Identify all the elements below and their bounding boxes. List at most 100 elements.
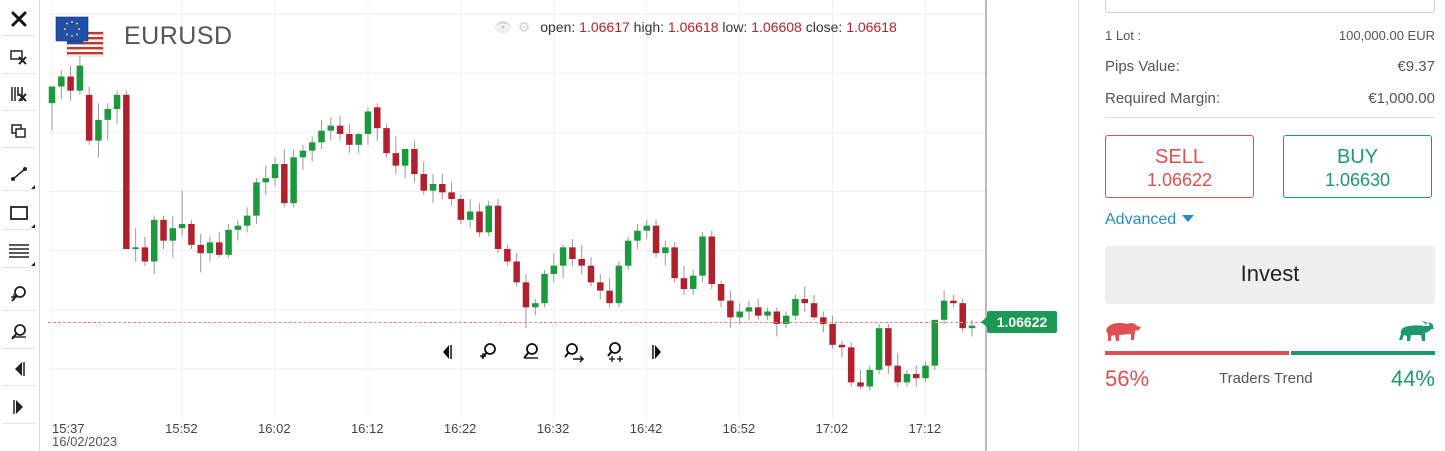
candle-body: [801, 299, 808, 304]
pan-left-icon[interactable]: [435, 340, 459, 364]
candle-body: [448, 192, 455, 199]
candle-body: [150, 219, 158, 262]
candle-body: [141, 247, 149, 262]
candle-body: [727, 300, 734, 318]
sell-trend-fill: [1105, 351, 1289, 355]
zoom-reset-icon[interactable]: [561, 340, 585, 364]
candle-body: [894, 365, 901, 383]
candle-body: [429, 184, 437, 191]
sell-button[interactable]: SELL 1.06622: [1105, 135, 1254, 198]
invest-button[interactable]: Invest: [1105, 246, 1435, 304]
delete-drawing-icon[interactable]: [2, 40, 36, 74]
horizontal-lines-tool-icon[interactable]: [2, 234, 36, 268]
candle-body: [58, 76, 65, 87]
ohlc-low-value: 1.06608: [751, 19, 802, 35]
candle-body: [243, 215, 251, 226]
x-tick-label: 16:42: [630, 421, 663, 436]
candle-body: [940, 300, 948, 320]
candle-body: [104, 109, 112, 120]
drawing-toolbar: [0, 0, 40, 451]
candle-body: [541, 274, 548, 304]
zoom-in-icon[interactable]: [2, 277, 36, 311]
buy-button[interactable]: BUY 1.06630: [1283, 135, 1432, 198]
pips-value-row: Pips Value: €9.37: [1105, 58, 1435, 75]
zoom-fit-icon[interactable]: [603, 340, 627, 364]
candle-body: [160, 219, 167, 241]
candle-body: [132, 247, 139, 249]
buy-label: BUY: [1336, 146, 1379, 168]
chart-zoom-out-icon[interactable]: [519, 340, 543, 364]
candle-body: [308, 142, 316, 151]
candle-body: [318, 130, 325, 143]
candle-body: [847, 347, 855, 383]
candle-body: [206, 242, 214, 254]
candle-body: [299, 150, 307, 158]
candle-body: [188, 224, 195, 245]
required-margin-row: Required Margin: €1,000.00: [1105, 90, 1435, 107]
candle-body: [829, 324, 836, 345]
candle-body: [262, 178, 269, 183]
candle-body: [792, 299, 799, 316]
copy-drawing-icon[interactable]: [2, 114, 36, 148]
ohlc-low-label: low:: [722, 19, 748, 35]
traders-trend-label: Traders Trend: [1219, 370, 1313, 387]
candle-body: [383, 128, 390, 154]
margin-value: €1,000.00: [1368, 90, 1435, 107]
candle-body: [838, 344, 846, 348]
x-tick-label: 16:12: [351, 421, 384, 436]
candle-body: [587, 265, 595, 283]
buy-price: 1.06630: [1324, 170, 1391, 190]
trading-panel: 1 Lot : 100,000.00 EUR Pips Value: €9.37…: [1078, 0, 1445, 451]
advanced-toggle[interactable]: Advanced: [1105, 211, 1195, 229]
sell-trend-percent: 56%: [1105, 366, 1150, 391]
candle-body: [225, 229, 232, 255]
candle-body: [420, 174, 427, 191]
candle-body: [67, 76, 74, 91]
zoom-out-icon[interactable]: [2, 315, 36, 349]
candle-body: [764, 311, 771, 316]
chart-zoom-in-icon[interactable]: [477, 340, 501, 364]
candle-body: [866, 369, 874, 387]
eye-icon[interactable]: 👁: [494, 19, 512, 35]
current-price-badge: 1.06622: [981, 311, 1057, 334]
candlestick-chart[interactable]: 1.069921.069211.068501.067791.067081.066…: [40, 0, 988, 451]
candle-body: [662, 247, 669, 254]
delete-all-drawings-icon[interactable]: [2, 77, 36, 111]
candle-body: [513, 261, 520, 283]
ohlc-close-label: close:: [805, 19, 843, 35]
candle-body: [634, 230, 641, 241]
pan-right-icon[interactable]: [645, 340, 669, 364]
candle-body: [327, 125, 335, 131]
candle-body: [569, 247, 576, 259]
candle-body: [624, 240, 632, 266]
scroll-right-icon[interactable]: [2, 390, 36, 424]
caret-down-icon: [1182, 215, 1195, 222]
candle-body: [885, 328, 892, 366]
candle-body: [699, 236, 706, 276]
close-chart-icon[interactable]: [2, 2, 36, 36]
price-chart[interactable]: 1.069921.069211.068501.067791.067081.066…: [40, 0, 1057, 451]
lot-size-row: 1 Lot : 100,000.00 EUR: [1105, 28, 1435, 43]
candle-body: [234, 225, 242, 230]
candle-body: [717, 284, 725, 301]
margin-label: Required Margin:: [1105, 90, 1221, 107]
candle-body: [857, 382, 864, 387]
rectangle-tool-icon[interactable]: [2, 196, 36, 230]
candle-body: [346, 134, 353, 145]
scroll-left-icon[interactable]: [2, 352, 36, 386]
buy-trend-percent: 44%: [1390, 366, 1435, 391]
x-tick-label: 15:52: [165, 421, 198, 436]
x-tick-label: 16:52: [723, 421, 756, 436]
ohlc-readout: 👁 ⚙ open: 1.06617 high: 1.06618 low: 1.06…: [494, 19, 897, 36]
candle-body: [439, 184, 446, 193]
line-tool-icon[interactable]: [2, 157, 36, 191]
settings-gear-icon[interactable]: ⚙: [517, 19, 531, 35]
candle-body: [968, 325, 976, 329]
candle-body: [643, 225, 650, 231]
candle-body: [810, 303, 818, 318]
candle-body: [736, 311, 743, 318]
candle-body: [606, 290, 613, 304]
candle-body: [931, 319, 939, 366]
lot-amount-input[interactable]: [1105, 0, 1435, 13]
candle-body: [197, 244, 204, 254]
